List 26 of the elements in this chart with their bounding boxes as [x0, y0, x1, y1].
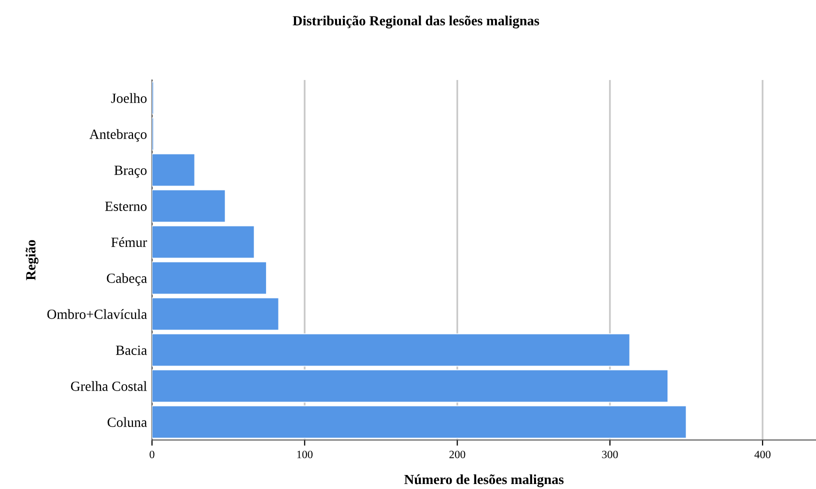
x-tick-label: 300 — [602, 450, 618, 458]
y-tick-label: Ombro+Clavícula — [47, 309, 147, 319]
bar — [152, 405, 687, 439]
y-tick-label: Cabeça — [106, 273, 147, 286]
x-axis-title: Número de lesões malignas — [404, 474, 564, 488]
x-tick-label: 100 — [297, 450, 313, 458]
y-tick-label: Esterno — [105, 202, 147, 211]
x-tick-label: 400 — [754, 450, 770, 458]
y-tick-label: Grelha Costal — [70, 381, 147, 391]
bar — [152, 297, 280, 331]
y-tick-label: Bacia — [116, 346, 147, 355]
bar — [152, 369, 668, 403]
y-tick-label: Fémur — [111, 237, 148, 247]
y-tick-label: Joelho — [111, 93, 147, 103]
chart-title: Distribuição Regional das lesões malignas — [292, 16, 540, 28]
bar — [152, 189, 226, 223]
bar — [152, 261, 267, 295]
bar — [152, 225, 255, 259]
y-tick-label: Braço — [114, 166, 147, 178]
bar — [152, 333, 630, 367]
x-tick-label: 200 — [449, 450, 466, 458]
bar — [152, 153, 196, 187]
y-tick-label: Antebraço — [89, 129, 147, 142]
x-tick-label: 0 — [150, 450, 154, 458]
y-axis-title: Região — [26, 240, 38, 280]
y-tick-label: Coluna — [108, 417, 147, 427]
